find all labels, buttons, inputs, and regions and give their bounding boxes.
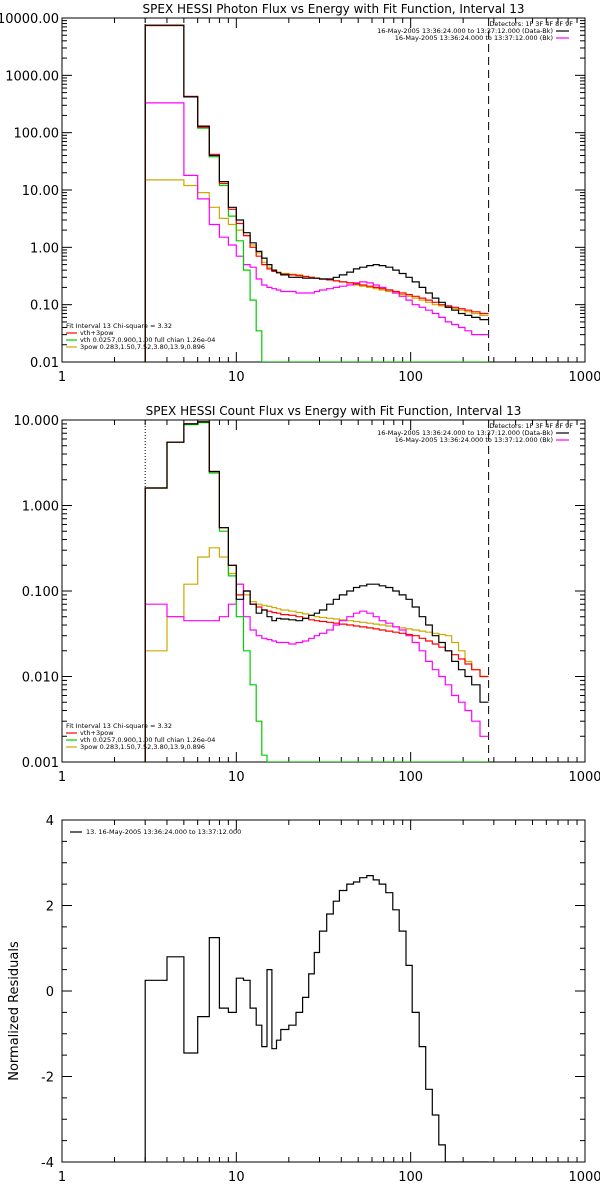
legend-entry: vth+3pow (80, 329, 114, 337)
series-group (144, 421, 489, 762)
y-tick-label: 100.00 (14, 127, 60, 142)
x-tick-label: 1000 (568, 1170, 600, 1185)
y-tick-label: 0 (46, 985, 54, 1000)
legend-entry: 13. 16-May-2005 13:36:24.000 to 13:37:12… (86, 828, 241, 836)
time-range-label: 16-May-2005 13:36:24.000 to 13:37:12.000… (395, 34, 553, 42)
detectors-label: Detectors: 1F 3F 4F 8F 9F (489, 422, 573, 430)
time-range-label: 16-May-2005 13:36:24.000 to 13:37:12.000… (377, 429, 553, 437)
y-tick-label: 2 (46, 900, 54, 915)
x-tick-label: 10 (228, 1170, 245, 1185)
plot-frame (61, 819, 586, 1163)
series-line (144, 547, 489, 762)
x-tick-label: 1 (58, 370, 66, 385)
legend-entry: vth+3pow (80, 729, 114, 737)
legend-entry: vth 0.0257,0.900,1.00 full chian 1.26e-0… (80, 336, 215, 344)
series-line (144, 102, 489, 362)
x-tick-label: 10 (228, 770, 245, 785)
series-line (144, 421, 489, 762)
y-tick-label: 4 (46, 814, 54, 829)
y-tick-label: 0.001 (22, 756, 59, 771)
y-tick-label: 0.01 (30, 356, 59, 371)
fit-label: Fit Interval 13 Chi-square = 3.32 (66, 722, 172, 730)
x-tick-label: 1000 (568, 770, 600, 785)
series-group (144, 24, 489, 362)
time-range-label: 16-May-2005 13:36:24.000 to 13:37:12.000… (395, 436, 553, 444)
y-tick-label: 10000.00 (0, 12, 59, 27)
y-tick-label: -4 (41, 1156, 54, 1171)
detectors-label: Detectors: 1F 3F 4F 8F 9F (489, 20, 573, 28)
series-line (144, 583, 489, 762)
chart-title: SPEX HESSI Count Flux vs Energy with Fit… (146, 404, 522, 418)
fit-label: Fit Interval 13 Chi-square = 3.32 (66, 322, 172, 330)
series-line (144, 421, 489, 762)
x-tick-label: 100 (398, 370, 423, 385)
y-axis-label: Normalized Residuals (7, 941, 22, 1081)
series-line (144, 24, 489, 362)
y-tick-label: 10.000 (14, 414, 60, 429)
x-tick-label: 100 (398, 1170, 423, 1185)
time-range-label: 16-May-2005 13:36:24.000 to 13:37:12.000… (377, 27, 553, 35)
y-tick-label: 1000.00 (5, 69, 59, 84)
plot-frame (61, 17, 586, 363)
photon-flux-panel: SPEX HESSI Photon Flux vs Energy with Fi… (0, 2, 600, 385)
plot-frame (61, 419, 586, 763)
series-group (144, 875, 489, 1162)
x-tick-label: 100 (398, 770, 423, 785)
x-tick-label: 1000 (568, 370, 600, 385)
series-line (144, 875, 489, 1162)
count-flux-panel: SPEX HESSI Count Flux vs Energy with Fit… (14, 404, 600, 785)
series-line (144, 422, 489, 762)
y-tick-label: 0.10 (30, 299, 59, 314)
legend-entry: vth 0.0257,0.900,1.00 full chian 1.26e-0… (80, 736, 215, 744)
chart-title: SPEX HESSI Photon Flux vs Energy with Fi… (143, 2, 525, 16)
y-tick-label: 0.010 (22, 671, 59, 686)
y-tick-label: 0.100 (22, 585, 59, 600)
y-tick-label: -2 (41, 1071, 54, 1086)
x-tick-label: 10 (228, 370, 245, 385)
legend-entry: 3pow 0.283,1.50,7.52,3.80,13.9,0.896 (80, 743, 205, 751)
y-tick-label: 1.000 (22, 500, 59, 515)
y-tick-label: 1.00 (30, 241, 59, 256)
legend-entry: 3pow 0.283,1.50,7.52,3.80,13.9,0.896 (80, 343, 205, 351)
y-tick-label: 10.00 (22, 184, 59, 199)
x-tick-label: 1 (58, 770, 66, 785)
residuals-panel: 1 10 100 1000 -4 -2 0 2 4 Normalized Residuals 13.… (7, 814, 600, 1185)
x-tick-label: 1 (58, 1170, 66, 1185)
